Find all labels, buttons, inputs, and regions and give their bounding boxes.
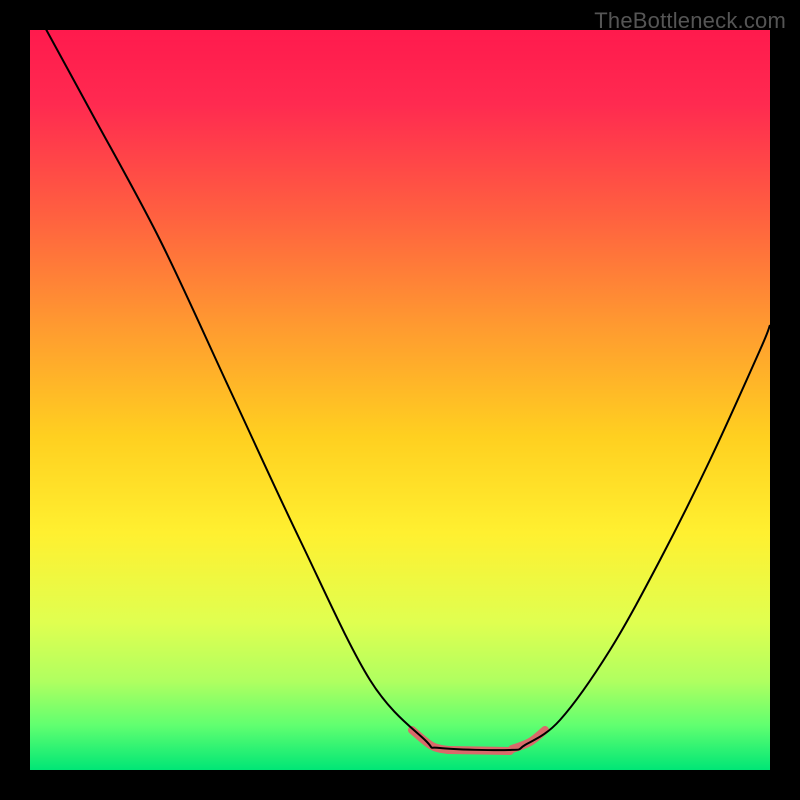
plot-area xyxy=(30,30,770,770)
frame-left xyxy=(0,0,30,800)
bottleneck-curve xyxy=(30,30,770,770)
frame-right xyxy=(770,0,800,800)
watermark: TheBottleneck.com xyxy=(594,8,786,34)
frame-bottom xyxy=(0,770,800,800)
